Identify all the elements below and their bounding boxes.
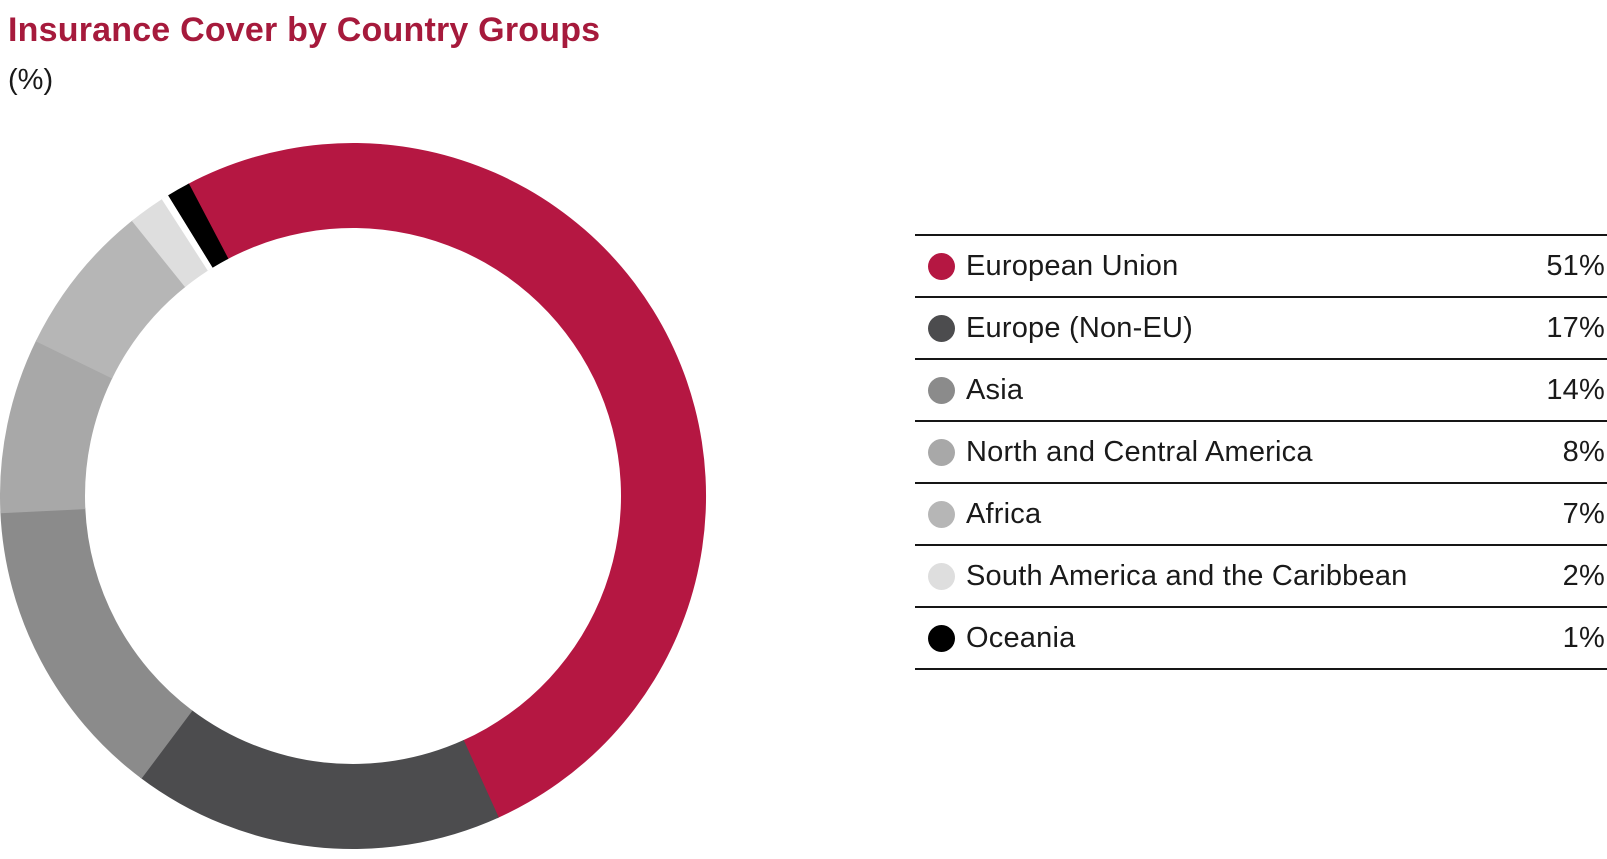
legend-row: European Union 51%	[915, 234, 1607, 296]
donut-segment-europe-non-eu-	[140, 709, 499, 850]
legend-label: Africa	[966, 497, 1042, 530]
legend-label: Oceania	[966, 621, 1076, 654]
legend-row: Oceania 1%	[915, 606, 1607, 668]
legend-value: 1%	[1562, 621, 1605, 654]
legend-label: South America and the Caribbean	[966, 559, 1408, 592]
legend-color-dot	[928, 624, 955, 652]
legend-row: Europe (Non-EU) 17%	[915, 296, 1607, 358]
legend-color-dot	[928, 314, 955, 342]
chart-legend: European Union 51% Europe (Non-EU) 17% Asia 1…	[915, 234, 1607, 670]
legend-color-dot	[928, 562, 955, 590]
legend-color-dot	[928, 376, 955, 404]
legend-row: Asia 14%	[915, 358, 1607, 420]
legend-row: Africa 7%	[915, 482, 1607, 544]
legend-color-dot	[928, 500, 955, 528]
legend-value: 14%	[1546, 373, 1605, 406]
chart-title: Insurance Cover by Country Groups	[8, 11, 601, 49]
donut-segment-asia	[0, 507, 193, 779]
legend-label: Europe (Non-EU)	[966, 311, 1194, 344]
donut-segment-south-america-and-the-caribbean	[131, 194, 214, 288]
chart-header: Insurance Cover by Country Groups (%)	[8, 10, 600, 98]
legend-label: Asia	[966, 373, 1024, 406]
legend-color-dot	[928, 252, 955, 280]
donut-segment-africa	[35, 219, 187, 379]
chart-unit-label: (%)	[8, 64, 54, 96]
donut-segment-north-and-central-america	[0, 339, 113, 514]
legend-color-dot	[928, 438, 955, 466]
legend-value: 8%	[1562, 435, 1605, 468]
donut-segment-separator	[161, 195, 213, 271]
legend-value: 51%	[1546, 249, 1605, 282]
donut-segment-european-union	[187, 142, 707, 819]
legend-row: South America and the Caribbean 2%	[915, 544, 1607, 606]
legend-value: 17%	[1546, 311, 1605, 344]
legend-row: North and Central America 8%	[915, 420, 1607, 482]
donut-segment-oceania	[168, 183, 229, 268]
legend-label: North and Central America	[966, 435, 1313, 468]
legend-value: 2%	[1562, 559, 1605, 592]
legend-value: 7%	[1562, 497, 1605, 530]
legend-label: European Union	[966, 249, 1179, 282]
